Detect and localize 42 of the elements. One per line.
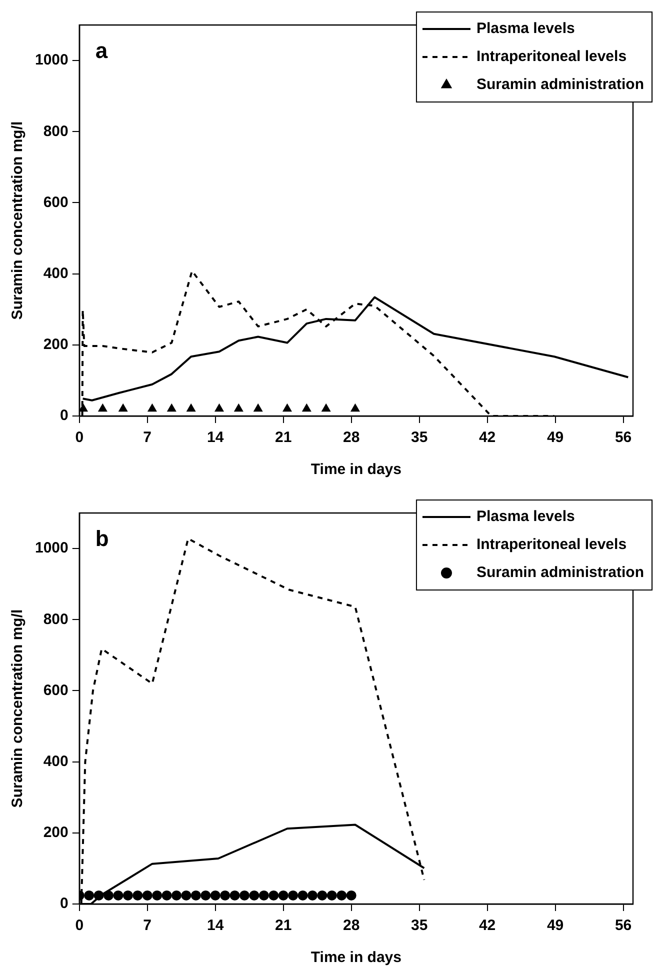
x-tick-label: 49 xyxy=(546,429,564,446)
x-tick-label: 21 xyxy=(274,429,292,446)
x-tick-label: 14 xyxy=(207,917,224,934)
legend-label: Suramin administration xyxy=(476,564,644,582)
y-axis-title: Suramin concentration mg/l xyxy=(9,121,26,320)
annotation: b xyxy=(95,526,109,552)
y-tick-label: 600 xyxy=(43,682,68,699)
x-tick-label: 42 xyxy=(478,429,496,446)
x-tick-label: 21 xyxy=(274,917,292,934)
y-tick-label: 800 xyxy=(43,122,68,140)
y-tick-label: 0 xyxy=(60,407,68,424)
y-tick-label: 200 xyxy=(43,824,68,842)
x-tick-label: 35 xyxy=(410,917,428,934)
x-tick-label: 56 xyxy=(614,917,632,934)
x-tick-label: 49 xyxy=(546,917,564,934)
y-tick-label: 800 xyxy=(43,610,68,628)
x-tick-label: 14 xyxy=(207,429,224,446)
y-axis-title: Suramin concentration mg/l xyxy=(9,609,26,808)
x-tick-label: 56 xyxy=(614,429,632,446)
y-tick-label: 400 xyxy=(43,752,68,770)
x-axis-title: Time in days xyxy=(310,461,402,478)
x-tick-label: 35 xyxy=(410,429,428,446)
x-tick-label: 0 xyxy=(75,429,84,446)
y-tick-label: 0 xyxy=(60,895,68,912)
legend-label: Intraperitoneal levels xyxy=(476,536,627,554)
legend-label: Plasma levels xyxy=(476,508,575,526)
x-tick-label: 42 xyxy=(478,917,496,934)
x-axis-title: Time in days xyxy=(310,949,402,966)
legend-label: Intraperitoneal levels xyxy=(476,48,627,66)
x-tick-label: 28 xyxy=(342,429,360,446)
legend-label: Plasma levels xyxy=(476,20,575,38)
annotation: a xyxy=(95,38,108,64)
y-tick-label: 600 xyxy=(43,194,68,211)
y-tick-label: 400 xyxy=(43,264,68,282)
y-tick-label: 1000 xyxy=(34,52,68,69)
y-tick-label: 1000 xyxy=(34,540,68,557)
legend-label: Suramin administration xyxy=(476,76,644,94)
x-tick-label: 28 xyxy=(342,917,360,934)
y-tick-label: 200 xyxy=(43,336,68,354)
x-tick-label: 7 xyxy=(143,429,152,446)
x-tick-label: 0 xyxy=(75,917,84,934)
x-tick-label: 7 xyxy=(143,917,152,934)
